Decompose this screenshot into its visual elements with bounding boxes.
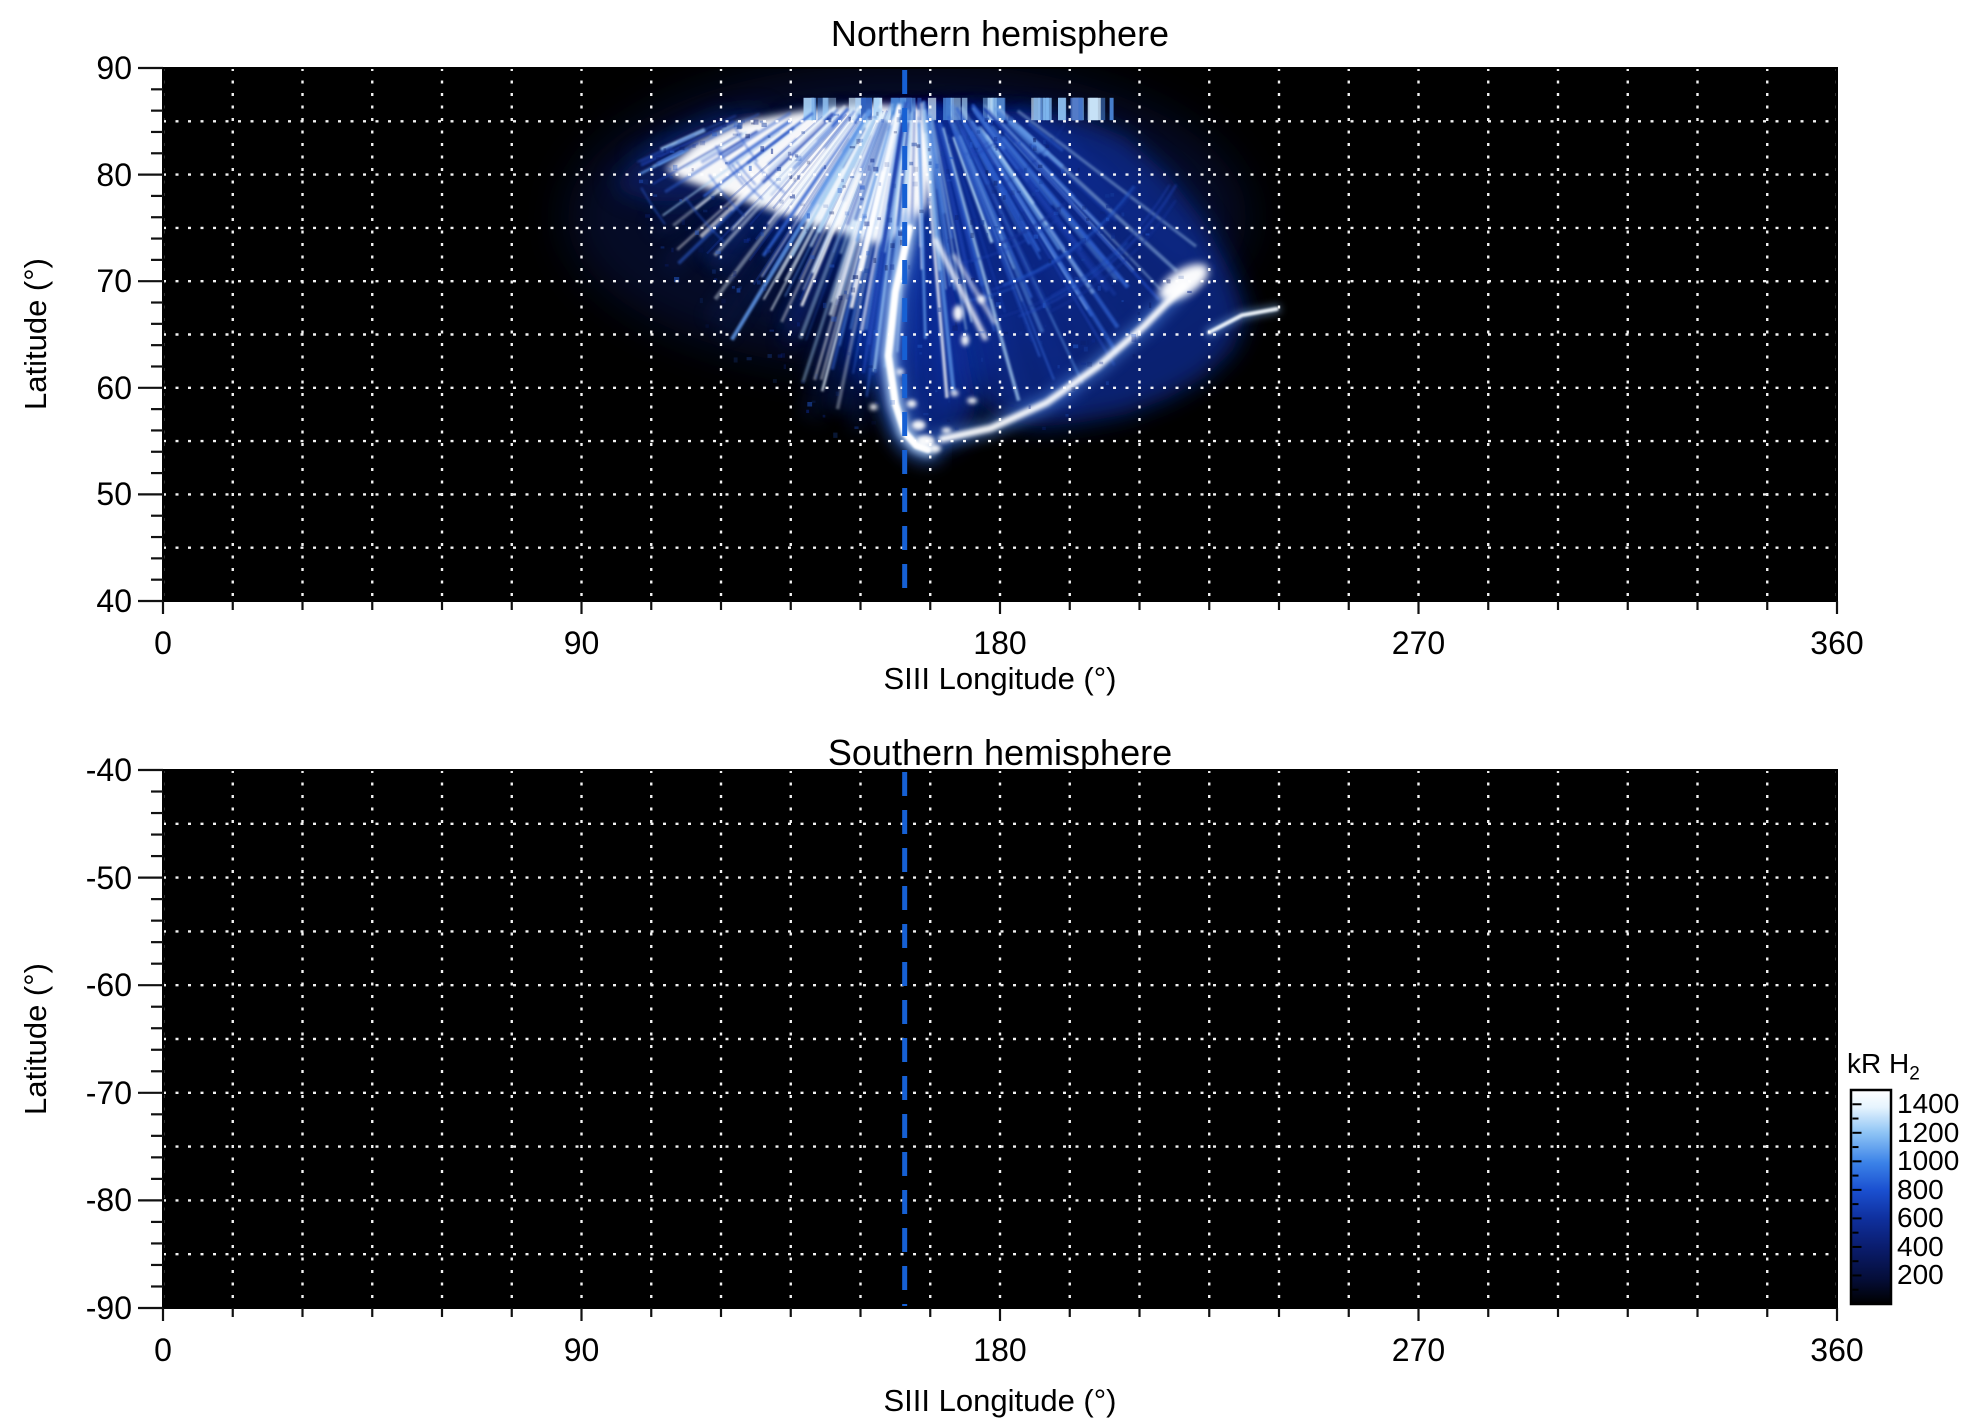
- x-tick-label-south: 360: [1810, 1332, 1864, 1368]
- colorbar-ticks: [1852, 1103, 1862, 1291]
- x-tick-label-south: 270: [1391, 1332, 1446, 1368]
- colorbar-tick-label: 400: [1897, 1230, 1944, 1262]
- grid-south: [163, 770, 1837, 1308]
- x-tick-label-south: 180: [973, 1332, 1027, 1368]
- y-tick-label-south: -90: [85, 1290, 132, 1326]
- aurora-emission-north: [567, 68, 1282, 465]
- colorbar-tick-label: 600: [1897, 1202, 1944, 1234]
- x-axis-title-south: SIII Longitude (°): [883, 1383, 1117, 1418]
- y-tick-label-south: -70: [85, 1074, 132, 1111]
- panel-title-north: Northern hemisphere: [830, 13, 1170, 54]
- colorbar-tick-label: 200: [1897, 1259, 1944, 1291]
- y-tick-label-south: -40: [85, 752, 132, 788]
- y-tick-label-north: 60: [96, 369, 132, 406]
- y-tick-label-south: -80: [85, 1182, 132, 1219]
- panel-title-south: Southern hemisphere: [827, 732, 1173, 773]
- x-axis-title-north: SIII Longitude (°): [883, 661, 1117, 696]
- colorbar-tick-label: 1000: [1897, 1145, 1960, 1177]
- x-tick-label-north: 0: [154, 625, 172, 661]
- colorbar-tick-label: 800: [1897, 1173, 1944, 1205]
- colorbar-tick-label: 1200: [1897, 1116, 1960, 1148]
- y-tick-label-south: -60: [85, 967, 132, 1004]
- ticks-south: [138, 768, 1839, 1321]
- colorbar-title: kR H2: [1847, 1049, 1920, 1090]
- colorbar-frame: [1849, 1088, 1893, 1306]
- y-tick-label-north: 40: [96, 583, 132, 619]
- x-tick-label-south: 0: [154, 1332, 172, 1368]
- colorbar-gradient: [1851, 1090, 1891, 1304]
- x-tick-label-north: 90: [563, 625, 600, 661]
- x-tick-label-south: 90: [563, 1332, 600, 1368]
- ticks-north: [138, 66, 1839, 614]
- colorbar-title-subscript: 2: [1909, 1063, 1920, 1085]
- grid-north: [163, 68, 1837, 601]
- x-tick-label-north: 180: [973, 625, 1027, 661]
- y-tick-label-north: 50: [96, 476, 132, 513]
- y-tick-label-north: 70: [96, 263, 132, 300]
- y-tick-label-north: 90: [96, 50, 132, 86]
- x-tick-label-north: 360: [1810, 625, 1864, 661]
- y-tick-label-north: 80: [96, 156, 132, 193]
- colorbar-title-text: kR H: [1847, 1048, 1910, 1079]
- y-tick-label-south: -50: [85, 859, 132, 896]
- x-tick-label-north: 270: [1391, 625, 1446, 661]
- colorbar-tick-label: 1400: [1897, 1088, 1960, 1120]
